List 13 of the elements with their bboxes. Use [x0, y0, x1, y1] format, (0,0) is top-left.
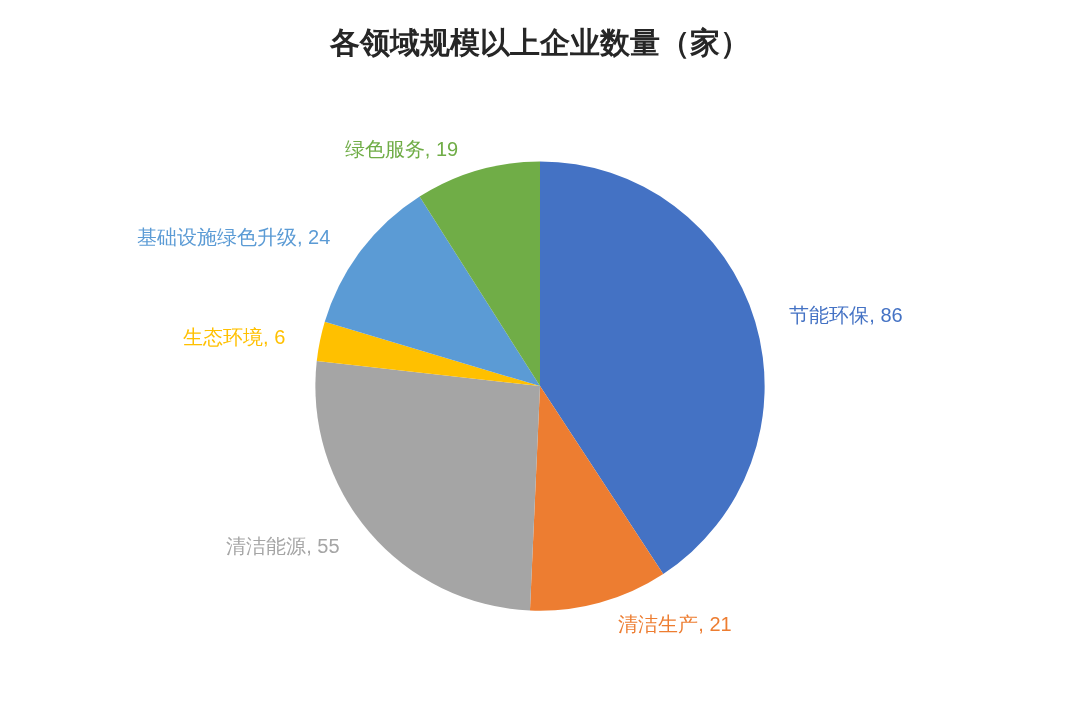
slice-label: 基础设施绿色升级 [136, 226, 297, 249]
data-label: , 86 [869, 304, 903, 327]
slice-label: 节能环保 [789, 304, 870, 327]
data-label: , 21 [698, 612, 732, 635]
slice-label: 生态环境 [183, 325, 264, 348]
slice-label: 绿色服务 [344, 138, 425, 161]
chart-title: 各领域规模以上企业数量（家） [329, 25, 750, 59]
slice-label: 清洁生产 [618, 612, 699, 635]
data-label: , 6 [263, 325, 286, 348]
slice-label: 清洁能源 [226, 535, 307, 558]
data-label: , 55 [306, 535, 340, 558]
data-label: , 19 [424, 138, 459, 161]
data-label: , 24 [296, 226, 331, 249]
